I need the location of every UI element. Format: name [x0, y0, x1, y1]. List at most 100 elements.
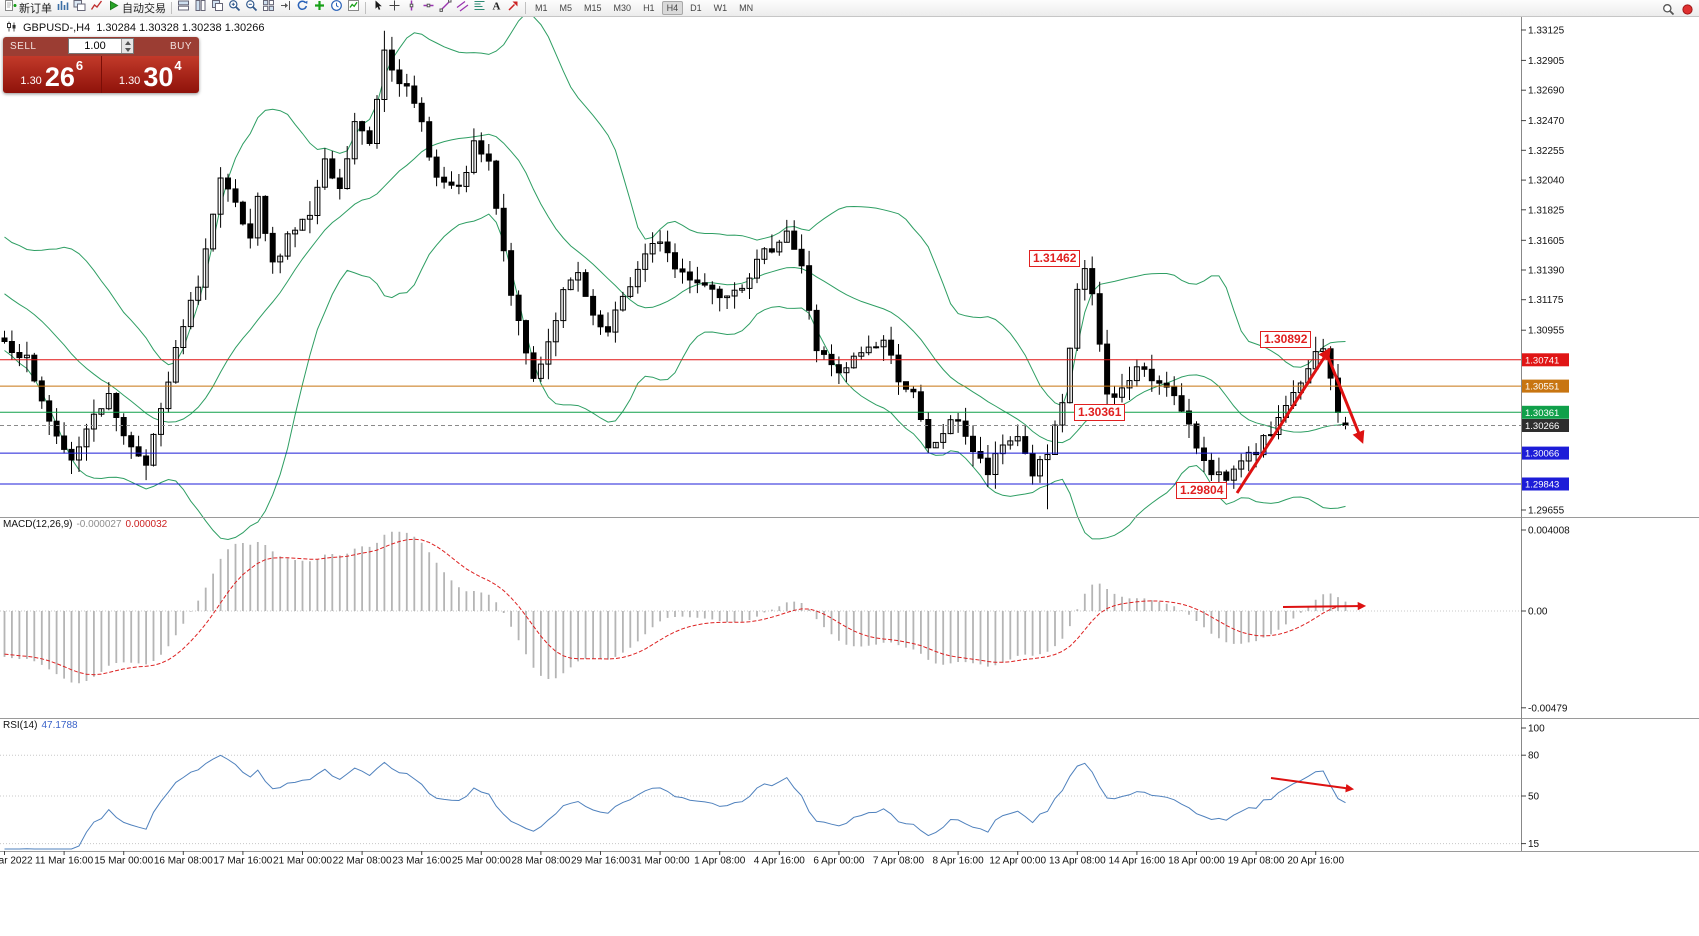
svg-text:4 Apr 16:00: 4 Apr 16:00	[754, 856, 806, 867]
crosshair-button[interactable]	[386, 0, 403, 16]
search-button[interactable]	[1660, 1, 1677, 17]
cursor-button[interactable]	[369, 0, 386, 16]
toolbar-right-icons	[1660, 1, 1696, 17]
svg-text:1.30741: 1.30741	[1525, 355, 1559, 366]
red-trend-arrow	[1282, 601, 1367, 611]
svg-text:1.29843: 1.29843	[1525, 479, 1559, 490]
new-order-button[interactable]: 新订单	[2, 0, 54, 16]
crosshair-icon	[388, 0, 401, 17]
volume-increase-button[interactable]	[122, 39, 133, 46]
svg-text:0.004008: 0.004008	[1528, 525, 1570, 536]
trade-panel-prices: 1.30 26 6 1.30 30 4	[3, 56, 199, 93]
grid-icon	[262, 0, 275, 17]
profiles-button[interactable]	[71, 0, 88, 16]
price-line-label-1.30551	[1522, 379, 1569, 393]
timeframe-m30-button[interactable]: M30	[613, 3, 632, 13]
chart-symbol-period: GBPUSD-,H4	[23, 22, 91, 34]
zoom-in-button[interactable]	[226, 0, 243, 16]
svg-text:28 Mar 08:00: 28 Mar 08:00	[511, 856, 570, 867]
trendline-button[interactable]	[437, 0, 454, 16]
horizontal-price-lines[interactable]: 1.30741 1.30551 1.30361 1.30266 1.30066 1.298…	[0, 353, 1569, 491]
channel-icon	[456, 0, 469, 17]
svg-text:1.30066: 1.30066	[1525, 449, 1559, 460]
svg-text:1.32690: 1.32690	[1528, 86, 1565, 97]
price-line-label-1.30066	[1522, 446, 1569, 460]
plus-icon	[313, 0, 326, 17]
svg-text:1.31390: 1.31390	[1528, 265, 1565, 276]
buy-label[interactable]: BUY	[169, 41, 192, 52]
volume-field	[68, 38, 134, 54]
volume-decrease-button[interactable]	[122, 46, 133, 53]
svg-text:20 Apr 16:00: 20 Apr 16:00	[1287, 856, 1344, 867]
svg-text:1.30266: 1.30266	[1525, 421, 1559, 432]
zoom-out-icon	[245, 0, 258, 17]
timeframe-m15-button[interactable]: M15	[584, 3, 602, 13]
tile-horizontal-button[interactable]	[175, 0, 192, 16]
clock-icon	[330, 0, 343, 17]
zoom-out-button[interactable]	[243, 0, 260, 16]
chart-bars-button[interactable]	[54, 0, 71, 16]
svg-text:18 Apr 00:00: 18 Apr 00:00	[1168, 856, 1225, 867]
axes[interactable]: 1.33125 1.32905 1.32690 1.32470 1.32255 1.320…	[0, 17, 1699, 867]
auto-trading-button[interactable]: 自动交易	[105, 0, 168, 16]
auto-scroll-button[interactable]	[294, 0, 311, 16]
buy-price-button[interactable]: 1.30 30 4	[118, 58, 182, 92]
text-label-button[interactable]: A	[488, 0, 505, 16]
fibonacci-button[interactable]	[471, 0, 488, 16]
period-clock-button[interactable]	[328, 0, 345, 16]
price-annotation[interactable]: 1.31462	[1029, 250, 1081, 267]
trend-icon	[439, 0, 452, 17]
new-chart-button[interactable]	[311, 0, 328, 16]
record-button[interactable]	[1679, 1, 1696, 17]
new-order-button-label: 新订单	[19, 3, 52, 15]
svg-text:1.30361: 1.30361	[1525, 408, 1559, 419]
market-watch-button[interactable]	[88, 0, 105, 16]
volume-input[interactable]	[69, 39, 121, 53]
arrow-objects-button[interactable]	[505, 0, 522, 16]
timeframe-h4-button[interactable]: H4	[661, 1, 684, 15]
timeframe-h1-button[interactable]: H1	[643, 3, 655, 13]
svg-text:0.00: 0.00	[1528, 607, 1548, 618]
svg-text:15: 15	[1528, 839, 1540, 850]
zoom-in-icon	[228, 0, 241, 17]
fibo-icon	[473, 0, 486, 17]
svg-text:100: 100	[1528, 724, 1545, 735]
svg-text:1.32040: 1.32040	[1528, 176, 1565, 187]
indicators-button[interactable]	[345, 0, 362, 16]
equidistant-channel-button[interactable]	[454, 0, 471, 16]
timeframe-m5-button[interactable]: M5	[559, 3, 573, 13]
sell-price-button[interactable]: 1.30 26 6	[20, 58, 84, 92]
svg-text:31 Mar 00:00: 31 Mar 00:00	[631, 856, 690, 867]
trend-arrows[interactable]	[1235, 347, 1367, 793]
play-icon	[107, 0, 120, 17]
trade-panel-header: SELL BUY	[3, 37, 199, 56]
grid-levels	[0, 610, 1521, 845]
tile-vertical-button[interactable]	[192, 0, 209, 16]
profile-icon	[73, 0, 86, 17]
timeframe-m1-button[interactable]: M1	[535, 3, 548, 13]
vertical-line-button[interactable]	[403, 0, 420, 16]
chart-shift-button[interactable]	[277, 0, 294, 16]
timeframe-w1-button[interactable]: W1	[713, 3, 728, 13]
price-annotation[interactable]: 1.30892	[1260, 331, 1312, 348]
tile-v-icon	[194, 0, 207, 17]
toolbar: 新订单 自动交易 A M1 M5 M15 M30 H1 H4 D1 W1 MN	[0, 0, 1699, 17]
tile-windows-button[interactable]	[260, 0, 277, 16]
svg-text:16 Mar 08:00: 16 Mar 08:00	[154, 856, 213, 867]
macd-indicator-label: MACD(12,26,9) -0.000027 0.000032	[3, 519, 168, 530]
market-icon	[90, 0, 103, 17]
sell-label[interactable]: SELL	[10, 41, 37, 52]
svg-text:1.32255: 1.32255	[1528, 146, 1565, 157]
new-order-icon	[4, 0, 17, 17]
price-annotation[interactable]: 1.30361	[1074, 404, 1126, 421]
timeframe-d1-button[interactable]: D1	[690, 3, 702, 13]
cascade-icon	[211, 0, 224, 17]
indicator-panels[interactable]	[3, 531, 1347, 850]
horizontal-line-button[interactable]	[420, 0, 437, 16]
timeframe-mn-button[interactable]: MN	[739, 3, 754, 13]
price-annotation[interactable]: 1.29804	[1176, 482, 1228, 499]
cascade-windows-button[interactable]	[209, 0, 226, 16]
